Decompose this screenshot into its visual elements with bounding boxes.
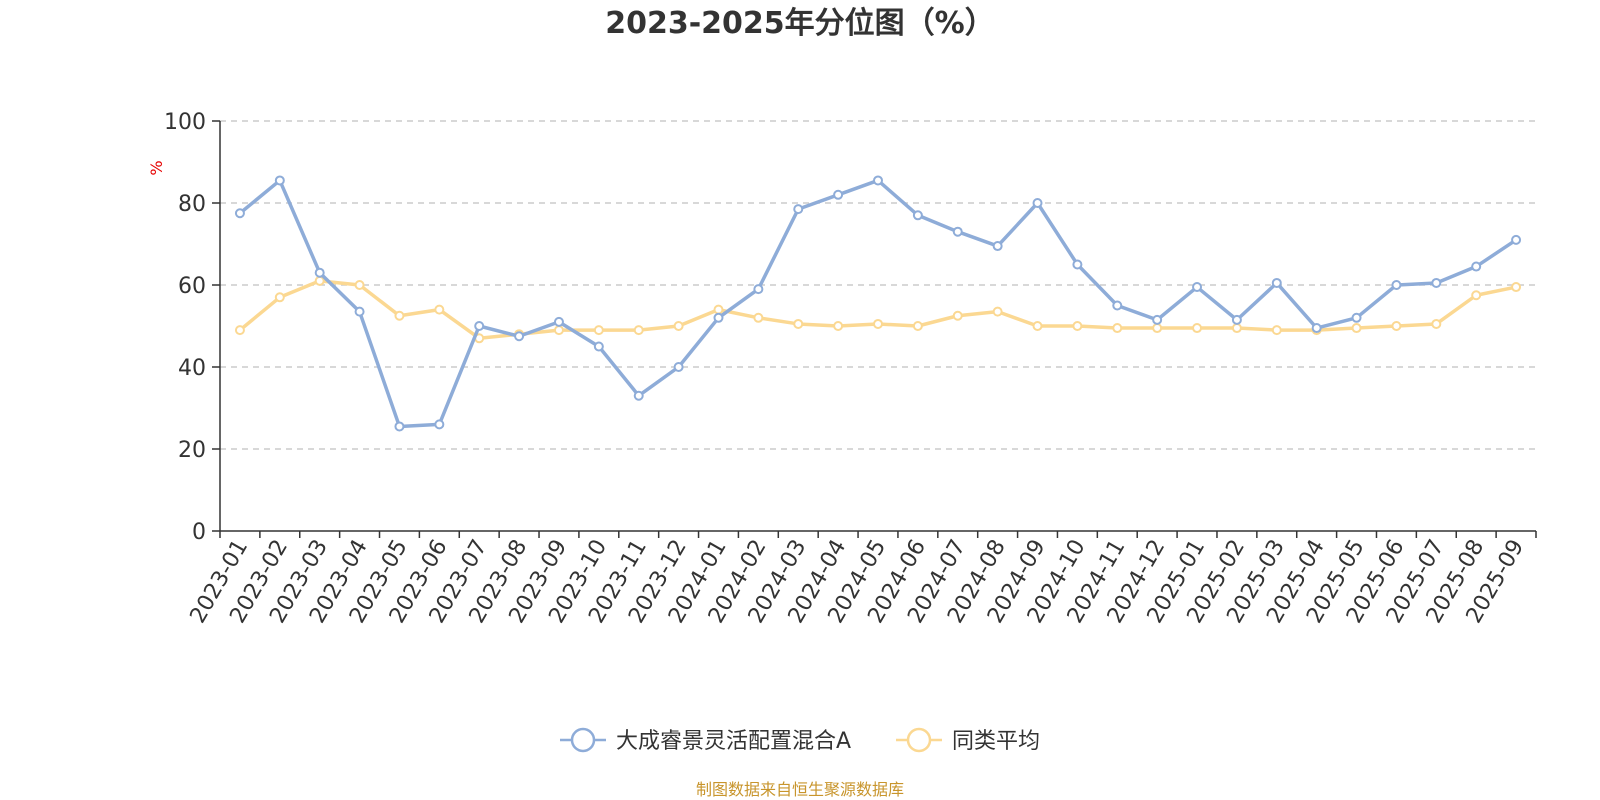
data-point	[753, 312, 764, 323]
data-point	[1511, 282, 1522, 293]
data-point	[912, 210, 923, 221]
chart-title: 2023-2025年分位图（%）	[605, 6, 995, 41]
data-point	[793, 318, 804, 329]
data-point	[394, 310, 405, 321]
data-point	[354, 280, 365, 290]
data-point	[1072, 321, 1083, 331]
data-point	[952, 226, 963, 237]
data-point	[633, 390, 644, 401]
data-point	[1072, 259, 1083, 270]
series-1	[234, 275, 1522, 344]
legend-label: 同类平均	[952, 729, 1040, 754]
y-tick-label: 60	[178, 274, 206, 299]
data-point	[992, 241, 1003, 252]
data-point	[1032, 321, 1043, 331]
data-point	[1351, 323, 1362, 334]
data-point	[1152, 314, 1163, 325]
data-point	[633, 325, 644, 336]
axes: 0204060801002023-012023-022023-032023-04…	[164, 110, 1537, 628]
data-point	[1112, 300, 1123, 311]
data-point	[354, 306, 365, 317]
data-point	[1192, 323, 1203, 334]
series-0	[234, 175, 1522, 432]
data-point	[1431, 277, 1442, 288]
data-point	[1431, 318, 1442, 329]
y-axis-unit-label: %	[147, 160, 166, 175]
data-point	[713, 312, 724, 323]
data-point	[793, 204, 804, 215]
y-tick-label: 80	[178, 192, 206, 217]
data-point	[1271, 277, 1282, 288]
data-point	[553, 316, 564, 327]
data-point	[673, 321, 684, 331]
data-point	[314, 267, 325, 278]
data-point	[952, 310, 963, 321]
source-note: 制图数据来自恒生聚源数据库	[695, 780, 904, 799]
data-point	[514, 331, 525, 342]
data-point	[553, 325, 564, 336]
y-tick-label: 40	[178, 356, 206, 381]
data-point	[873, 175, 883, 186]
data-point	[1112, 323, 1123, 334]
legend-marker-icon	[570, 727, 596, 753]
data-point	[474, 321, 485, 331]
data-point	[713, 304, 724, 315]
data-point	[833, 321, 844, 331]
data-point	[274, 175, 285, 186]
legend: 大成睿景灵活配置混合A 同类平均	[560, 727, 1040, 754]
data-point	[753, 284, 764, 295]
data-point	[1231, 314, 1242, 325]
legend-item[interactable]: 大成睿景灵活配置混合A	[560, 727, 851, 754]
data-point	[1471, 261, 1482, 272]
grid-lines	[220, 120, 1536, 450]
legend-label: 大成睿景灵活配置混合A	[616, 729, 851, 754]
y-tick-label: 20	[178, 438, 206, 463]
y-tick-label: 0	[192, 520, 206, 545]
y-tick-label: 100	[164, 110, 206, 135]
series-lines	[234, 175, 1522, 432]
data-point	[593, 341, 604, 352]
data-point	[1311, 323, 1322, 334]
data-point	[274, 292, 285, 303]
data-point	[1351, 312, 1362, 323]
data-point	[434, 419, 445, 430]
data-point	[1511, 234, 1522, 245]
series-line	[238, 279, 1517, 341]
data-point	[912, 321, 923, 331]
data-point	[314, 275, 325, 286]
data-point	[1152, 323, 1163, 334]
data-point	[992, 306, 1003, 317]
series-line	[238, 178, 1518, 429]
data-point	[234, 208, 245, 219]
data-point	[434, 304, 445, 315]
data-point	[1231, 323, 1242, 334]
data-point	[673, 362, 684, 372]
data-point	[1271, 325, 1282, 336]
data-point	[1032, 198, 1043, 208]
data-point	[833, 189, 844, 200]
data-point	[1391, 321, 1402, 331]
data-point	[394, 421, 405, 432]
data-point	[593, 325, 604, 336]
legend-item[interactable]: 同类平均	[896, 727, 1040, 754]
legend-marker-icon	[906, 727, 932, 753]
data-point	[234, 325, 245, 336]
data-point	[1192, 282, 1203, 293]
data-point	[1391, 280, 1402, 290]
data-point	[873, 318, 883, 329]
data-point	[1471, 290, 1482, 301]
